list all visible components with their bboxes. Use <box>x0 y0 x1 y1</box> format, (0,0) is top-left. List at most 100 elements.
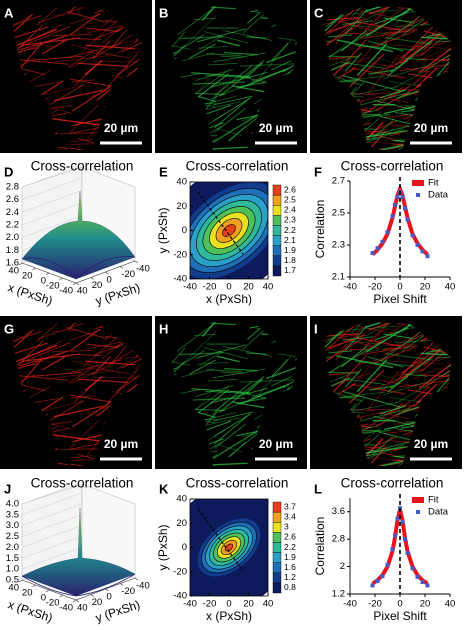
grid-line <box>21 514 83 537</box>
chart-title: Cross-correlation <box>186 476 289 491</box>
fiber <box>18 67 46 76</box>
y-tick-label: 0 <box>107 592 112 603</box>
fiber <box>365 457 402 461</box>
fiber <box>54 55 109 63</box>
fiber <box>383 17 413 23</box>
x-axis-label: Pixel Shift <box>373 609 427 623</box>
fiber <box>213 97 252 122</box>
scale-bar-label: 20 µm <box>104 437 138 451</box>
fiber <box>119 352 142 359</box>
z-tick-label: 2.2 <box>6 220 19 231</box>
fiber <box>356 337 400 347</box>
fiber <box>210 79 263 100</box>
fiber <box>328 55 359 58</box>
colorbar-label: 2.5 <box>284 194 296 204</box>
fiber <box>384 332 427 355</box>
x-tick-label: -40 <box>183 282 197 293</box>
fiber <box>342 390 401 408</box>
fiber <box>335 10 364 45</box>
data-point <box>385 562 390 567</box>
fiber <box>21 354 70 363</box>
fiber <box>239 63 296 67</box>
panel-label: E <box>159 164 168 179</box>
fiber <box>383 346 409 350</box>
fiber <box>246 352 268 355</box>
tick-mark <box>45 272 50 276</box>
fiber <box>387 356 433 393</box>
fiber <box>212 411 253 422</box>
fiber <box>368 6 403 15</box>
colorbar-swatch <box>272 265 282 277</box>
z-tick-label: 3.0 <box>6 520 19 531</box>
fiber <box>71 55 95 68</box>
micrograph: B 20 µm <box>155 0 307 153</box>
fiber <box>367 40 404 52</box>
fiber <box>119 36 142 43</box>
tick-mark <box>105 271 109 275</box>
data-point <box>425 583 430 588</box>
fiber <box>115 356 138 370</box>
fiber <box>71 44 121 57</box>
fiber <box>188 43 216 59</box>
fiber <box>167 347 186 376</box>
tick-mark <box>75 599 80 603</box>
fiber <box>400 344 448 380</box>
fiber <box>416 469 465 471</box>
fiber <box>328 325 355 349</box>
fiber <box>277 353 297 361</box>
colorbar-swatch <box>272 245 282 256</box>
fiber <box>336 39 394 53</box>
fiber <box>336 355 394 369</box>
data-point <box>415 574 420 579</box>
fiber <box>195 384 234 397</box>
fiber <box>34 82 59 87</box>
y-axis-label: Correlation <box>313 200 327 259</box>
grid-line <box>21 525 83 548</box>
fiber <box>432 350 452 357</box>
fiber <box>194 18 216 20</box>
fiber <box>116 367 142 392</box>
fiber <box>51 13 79 17</box>
fiber <box>53 405 104 418</box>
fiber <box>134 351 142 369</box>
fiber <box>69 455 93 459</box>
colorbar-label: 2.1 <box>284 235 296 245</box>
contour-band <box>222 224 236 237</box>
fiber <box>214 97 251 128</box>
fiber <box>214 381 253 412</box>
fiber <box>347 328 386 369</box>
fiber <box>396 32 440 61</box>
fiber <box>69 104 99 133</box>
fiber <box>71 395 96 399</box>
fiber <box>32 372 83 377</box>
y-tick-label: -20 <box>121 586 135 597</box>
legend-swatch <box>416 510 420 514</box>
fiber <box>197 362 229 365</box>
fiber <box>359 91 411 106</box>
fiber <box>222 30 273 41</box>
fiber <box>170 34 205 56</box>
fiber <box>380 336 414 362</box>
fiber <box>373 372 400 381</box>
fiber <box>396 21 438 66</box>
fiber <box>396 348 440 377</box>
fiber <box>77 378 128 384</box>
tick-mark <box>75 282 80 286</box>
fiber <box>383 65 432 73</box>
chart-title: Cross-correlation <box>31 159 134 174</box>
fiber <box>346 9 399 15</box>
x-tick-label: -20 <box>368 282 382 293</box>
y-tick-label: 40 <box>77 603 88 614</box>
fiber <box>365 6 394 12</box>
contours <box>190 182 268 279</box>
fiber <box>436 341 452 362</box>
y-tick-label: -20 <box>173 566 187 577</box>
fiber <box>437 37 452 57</box>
y-axis-label: Correlation <box>313 517 327 576</box>
colorbar-swatch <box>272 501 282 513</box>
legend-label: Fit <box>428 178 439 189</box>
colorbar-label: 1.2 <box>284 572 296 582</box>
fiber <box>51 329 79 333</box>
dashed-axis <box>197 191 244 255</box>
fiber <box>356 21 400 31</box>
